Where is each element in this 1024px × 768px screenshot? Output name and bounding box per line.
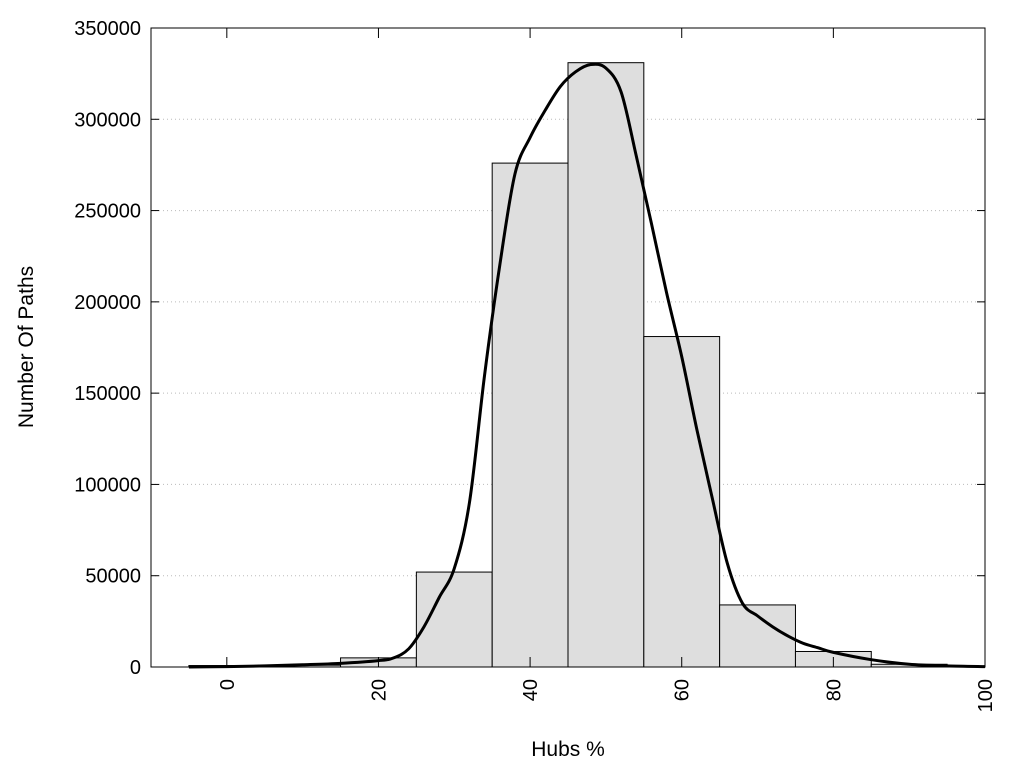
x-axis-title: Hubs % [531,738,605,761]
histogram-bars [188,62,948,668]
histogram-bar [567,62,645,668]
y-tick-label: 200000 [74,292,141,314]
y-tick-label: 0 [130,657,141,679]
x-tick-label: 0 [217,679,239,690]
x-tick-label: 100 [975,679,997,712]
fit-curve-layer [188,62,986,669]
y-tick-label: 250000 [74,201,141,223]
plot-frame [150,27,986,668]
y-tick-label: 150000 [74,383,141,405]
fit-curve-line [188,62,986,669]
x-tick-label: 60 [672,679,694,701]
x-tick-label: 20 [368,679,390,701]
y-tick-label: 100000 [74,474,141,496]
x-axis-ticks: 0 20 40 60 80 100 [217,28,997,712]
x-tick-label: 80 [823,679,845,701]
y-tick-label: 350000 [74,18,141,40]
histogram-bar [491,162,569,668]
y-tick-label: 50000 [85,566,141,588]
histogram-bar [643,336,721,668]
y-axis-title: Number Of Paths [15,266,38,428]
y-axis-ticks: 0 50000 100000 150000 200000 250000 300000 3500… [74,18,985,679]
y-tick-label: 300000 [74,109,141,131]
x-tick-label: 40 [520,679,542,701]
